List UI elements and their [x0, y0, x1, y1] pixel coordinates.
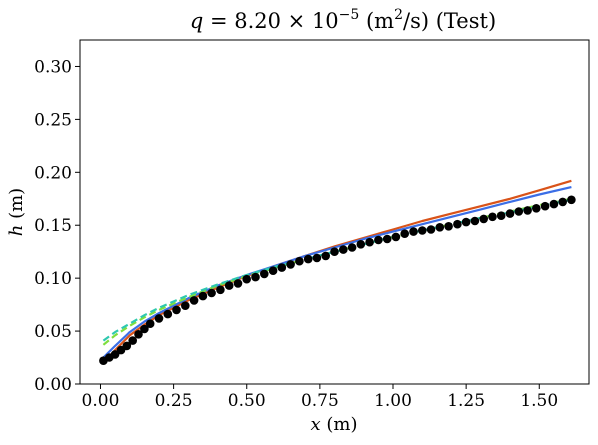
- plot-area: [80, 40, 589, 384]
- title-unit-suffix: /s) (Test): [403, 9, 496, 33]
- observed-point: [140, 324, 149, 334]
- observed-point: [134, 330, 143, 339]
- observed-point: [207, 288, 216, 298]
- observed-point: [277, 263, 287, 272]
- observed-point: [400, 229, 410, 238]
- y-tick-label: 0.20: [34, 163, 72, 183]
- plot-frame: [79, 39, 590, 385]
- observed-point: [470, 216, 480, 226]
- observed-point: [461, 217, 471, 227]
- observed-point: [224, 281, 234, 290]
- y-tick-label: 0.15: [34, 216, 72, 236]
- observed-point: [523, 206, 532, 215]
- observed-point: [172, 305, 181, 315]
- observed-point: [453, 219, 462, 229]
- x-tick-label: 0.75: [301, 391, 339, 411]
- x-tick-label: 0.50: [228, 391, 266, 411]
- observed-point: [444, 222, 453, 231]
- y-axis-variable: h: [6, 225, 27, 237]
- title-equation: = 8.20 × 10: [203, 9, 338, 33]
- observed-point: [181, 301, 190, 311]
- x-axis-variable: x: [311, 414, 321, 435]
- observed-point: [339, 245, 348, 254]
- observed-point: [409, 227, 418, 236]
- observed-point: [145, 319, 155, 329]
- y-tick-label: 0.10: [34, 269, 72, 289]
- observed-point: [567, 195, 576, 205]
- y-axis-label: h (m): [6, 188, 27, 236]
- title-unit-prefix: (m: [359, 9, 394, 33]
- observed-point: [558, 197, 567, 207]
- observed-point: [110, 350, 120, 359]
- x-axis-unit: (m): [321, 414, 358, 435]
- observed-point: [251, 272, 260, 282]
- observed-point: [374, 235, 383, 245]
- observed-point: [382, 234, 392, 244]
- observed-point: [532, 204, 541, 213]
- observed-point: [198, 291, 208, 301]
- y-tick-label: 0.25: [34, 110, 72, 130]
- observed-point: [391, 232, 401, 242]
- title-unit-superscript: 2: [394, 7, 403, 23]
- observed-point: [163, 309, 173, 319]
- observed-point: [303, 254, 313, 264]
- observed-point: [479, 214, 489, 224]
- observed-point: [242, 274, 251, 284]
- observed-point: [435, 223, 445, 232]
- series-line-2: [102, 186, 572, 359]
- observed-point: [347, 243, 357, 252]
- observed-point: [268, 266, 278, 276]
- observed-point: [549, 199, 559, 209]
- title-variable: q: [190, 9, 203, 33]
- title-exponent: −5: [339, 7, 360, 23]
- y-axis-unit: (m): [6, 188, 27, 225]
- observed-point: [426, 225, 436, 234]
- observed-point: [514, 207, 524, 216]
- observed-point: [488, 212, 497, 222]
- observed-point: [321, 251, 331, 261]
- observed-point: [312, 253, 322, 263]
- x-tick-label: 1.25: [447, 391, 485, 411]
- observed-point: [356, 240, 366, 249]
- observed-point: [295, 256, 304, 266]
- observed-point: [122, 341, 132, 351]
- y-axis: 0.00 0.05 0.10 0.15 0.20 0.25 0.30: [34, 57, 80, 395]
- observed-point: [365, 237, 374, 247]
- x-axis: 0.00 0.25 0.50 0.75 1.00 1.25 1.50: [82, 384, 558, 411]
- x-axis-label: x (m): [311, 414, 358, 435]
- observed-point: [496, 211, 506, 220]
- observed-point: [233, 279, 243, 288]
- observed-point: [189, 296, 199, 305]
- x-tick-label: 1.00: [374, 391, 412, 411]
- y-tick-label: 0.00: [34, 375, 72, 395]
- chart-title: q = 8.20 × 10−5 (m2/s) (Test): [190, 7, 496, 33]
- observed-point: [330, 247, 339, 256]
- observed-point: [128, 336, 137, 345]
- observed-point: [260, 269, 269, 279]
- x-tick-label: 1.50: [520, 391, 558, 411]
- observed-point: [286, 260, 295, 269]
- observed-point: [540, 201, 550, 211]
- observed-point: [505, 209, 515, 218]
- observed-points-layer: [99, 195, 576, 366]
- x-tick-label: 0.25: [155, 391, 193, 411]
- observed-point: [418, 226, 427, 235]
- y-tick-label: 0.30: [34, 57, 72, 77]
- y-tick-label: 0.05: [34, 322, 72, 342]
- observed-point: [154, 314, 164, 323]
- observed-point: [216, 285, 225, 295]
- x-tick-label: 0.00: [82, 391, 120, 411]
